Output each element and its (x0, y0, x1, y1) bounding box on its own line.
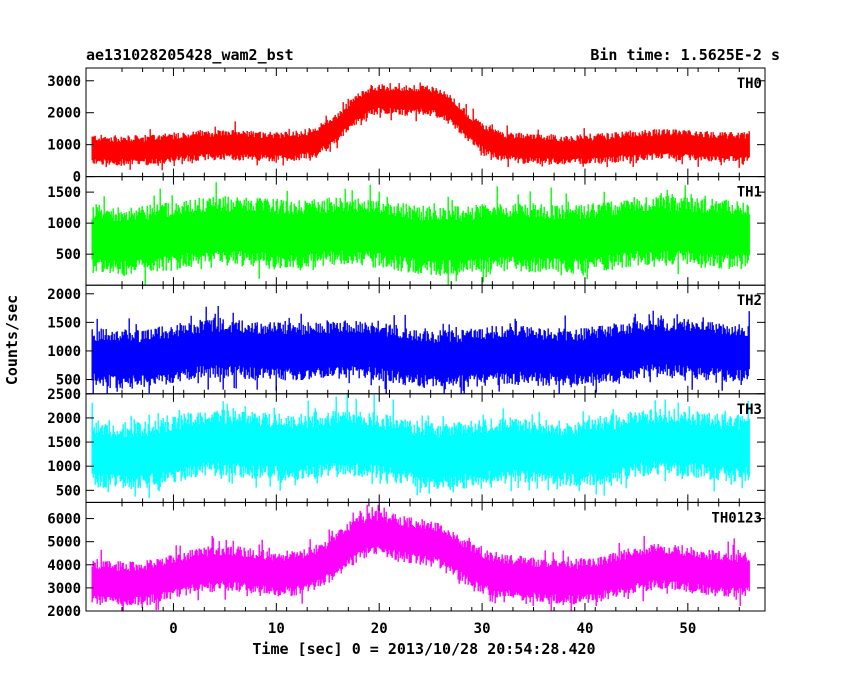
y-tick-label: 1500 (47, 435, 81, 451)
y-tick-label: 2500 (47, 387, 81, 403)
panel-label: TH1 (737, 185, 762, 201)
y-tick-label: 1000 (47, 216, 81, 232)
y-axis-title: Counts/sec (3, 295, 21, 385)
panel-th2: 500 1000 1500 2000 TH2 (47, 284, 766, 395)
y-tick-label: 1000 (47, 138, 81, 154)
y-tick-label: 1500 (47, 315, 81, 331)
panel-label: TH0123 (711, 510, 762, 526)
chart-title: ae131028205428_wam2_bst (86, 46, 294, 64)
y-tick-label: 3000 (47, 74, 81, 90)
panel-th3: 500 1000 1500 2000 2500 TH3 (47, 387, 766, 503)
y-tick-label: 2000 (47, 106, 81, 122)
y-tick-label: 1500 (47, 185, 81, 201)
y-tick-label: 1000 (47, 344, 81, 360)
x-axis-title: Time [sec] 0 = 2013/10/28 20:54:28.420 (252, 640, 595, 658)
y-tick-label: 6000 (47, 512, 81, 528)
x-tick-label: 20 (371, 621, 388, 637)
series-th0 (91, 82, 750, 171)
y-tick-label: 1000 (47, 459, 81, 475)
y-tick-label: 2000 (47, 604, 81, 620)
y-tick-label: 4000 (47, 558, 81, 574)
y-tick-label: 500 (56, 247, 81, 263)
y-tick-label: 3000 (47, 581, 81, 597)
y-tick-label: 0 (73, 170, 81, 186)
series-th2 (91, 306, 750, 394)
y-tick-label: 5000 (47, 535, 81, 551)
panel-label: TH0 (737, 76, 762, 92)
panel-label: TH3 (737, 402, 762, 418)
x-tick-label: 10 (268, 621, 285, 637)
panel-label: TH2 (737, 293, 762, 309)
x-tick-label: 40 (577, 621, 594, 637)
x-tick-label: 50 (679, 621, 696, 637)
y-tick-label: 500 (56, 373, 81, 389)
panel-th0123: 2000 3000 4000 5000 6000 TH0123 (47, 501, 766, 620)
series-th1 (91, 182, 750, 286)
y-tick-label: 2000 (47, 287, 81, 303)
panel-frame (85, 501, 766, 612)
x-tick-label: 30 (474, 621, 491, 637)
bin-time-label: Bin time: 1.5625E-2 s (590, 46, 780, 64)
x-tick-label: 0 (169, 621, 177, 637)
series-th0123 (91, 504, 750, 611)
series-th3 (91, 394, 750, 498)
y-tick-label: 2000 (47, 411, 81, 427)
panel-th1: 500 1000 1500 TH1 (47, 176, 766, 286)
y-tick-label: 500 (56, 483, 81, 499)
panel-th0: 0 1000 2000 3000 TH0 (47, 67, 766, 186)
